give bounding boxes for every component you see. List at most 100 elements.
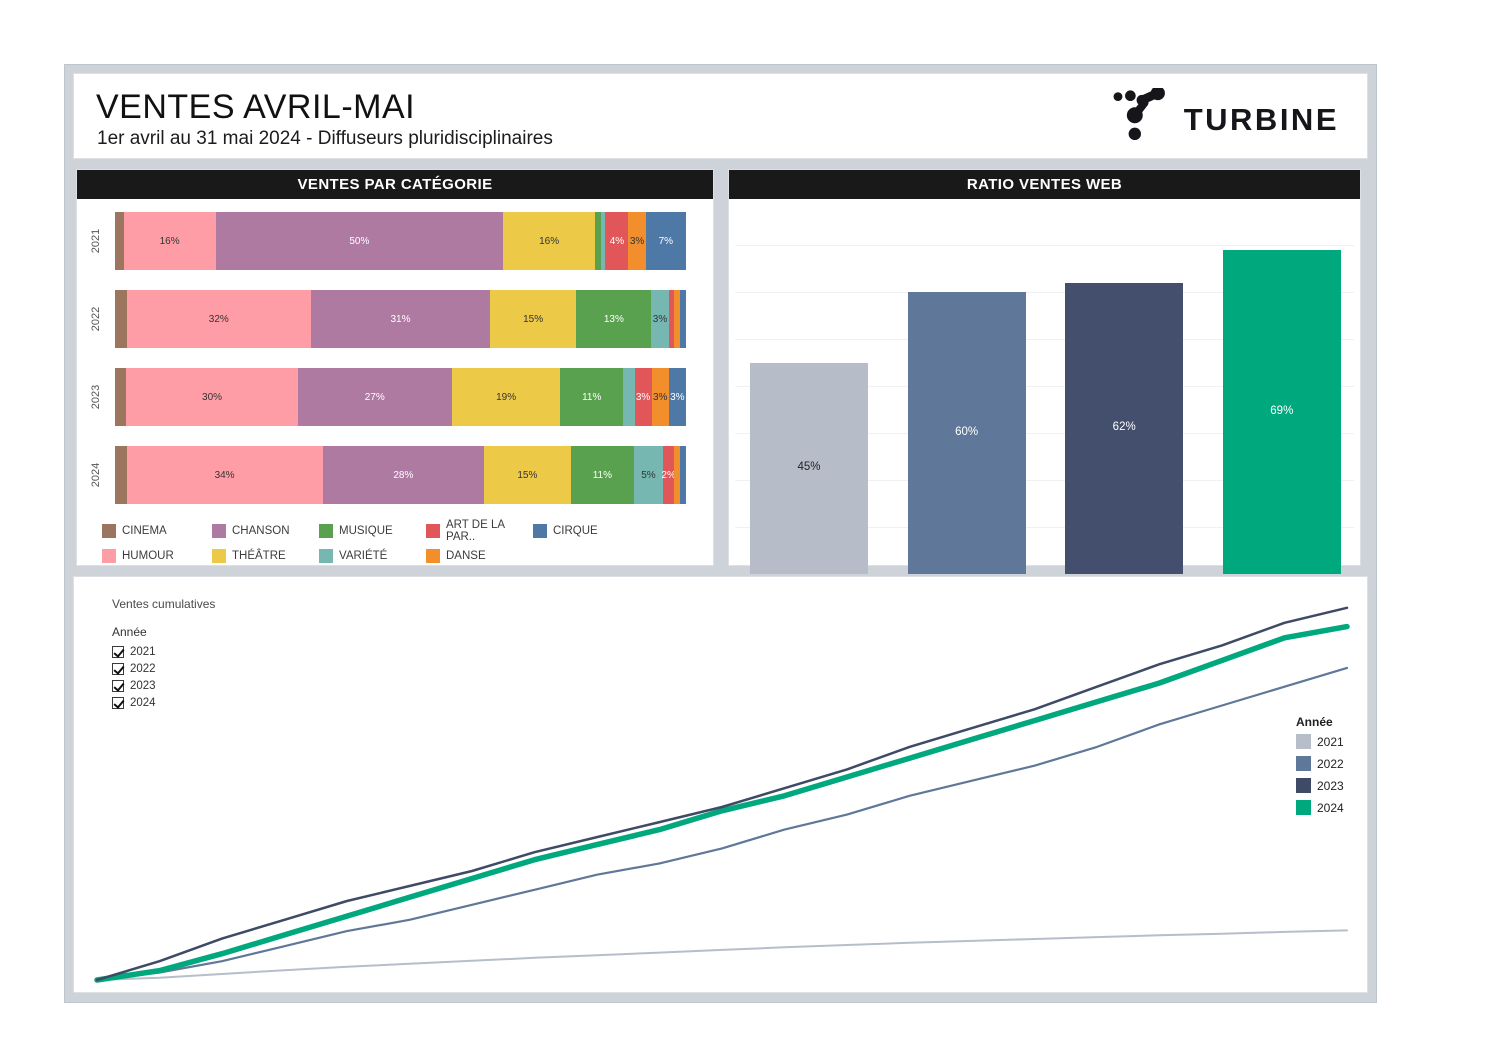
legend-item-musique[interactable]: MUSIQUE xyxy=(319,519,426,543)
segment-art-de-la-par[interactable] xyxy=(668,290,675,348)
legend-label: DANSE xyxy=(446,550,486,562)
segment-chanson[interactable]: 28% xyxy=(322,446,485,504)
legend-item-danse[interactable]: DANSE xyxy=(426,549,533,563)
segment-art-de-la-par[interactable]: 2% xyxy=(661,446,676,504)
legend-row: HUMOUR THÉÂTRE VARIÉTÉ DANSE xyxy=(102,549,640,563)
legend-label: 2023 xyxy=(1317,778,1344,793)
segment-danse[interactable]: 3% xyxy=(651,368,669,426)
year-axis-label: 2023 xyxy=(77,368,115,426)
legend-item-humour[interactable]: HUMOUR xyxy=(102,549,212,563)
year-checkbox-row-2024[interactable]: 2024 xyxy=(112,694,156,711)
line-series-2023[interactable] xyxy=(95,606,1349,982)
segment-value-label: 3% xyxy=(670,391,685,403)
segment-value-label: 13% xyxy=(603,313,624,325)
segment-value-label: 15% xyxy=(523,313,544,325)
segment-danse[interactable]: 3% xyxy=(628,212,646,270)
segment-th-tre[interactable]: 16% xyxy=(503,212,596,270)
segment-art-de-la-par[interactable]: 3% xyxy=(634,368,652,426)
segment-chanson[interactable]: 31% xyxy=(311,290,490,348)
cumulative-chart-title: Ventes cumulatives xyxy=(112,597,216,611)
legend-item-vari-t[interactable]: VARIÉTÉ xyxy=(319,549,426,563)
segment-humour[interactable]: 16% xyxy=(123,212,216,270)
legend-item-cinema[interactable]: CINEMA xyxy=(102,519,212,543)
segment-danse[interactable] xyxy=(674,290,681,348)
segment-vari-t[interactable]: 5% xyxy=(634,446,663,504)
segment-humour[interactable]: 34% xyxy=(126,446,323,504)
chanson-swatch-icon xyxy=(212,524,226,538)
year-checkbox-row-2021[interactable]: 2021 xyxy=(112,643,156,660)
segment-cirque[interactable]: 3% xyxy=(668,368,686,426)
legend-item-2023[interactable]: 2023 xyxy=(1296,778,1344,793)
segment-cinema[interactable] xyxy=(115,446,127,504)
cumulative-legend-title: Année xyxy=(1296,715,1333,729)
legend-row: CINEMA CHANSON MUSIQUE ART DE LA PAR.. CIRQU… xyxy=(102,519,640,543)
year-checkbox-row-2023[interactable]: 2023 xyxy=(112,677,156,694)
cumulative-chart-panel: Ventes cumulatives Année 2021 2022 2023 202… xyxy=(73,576,1368,993)
segment-humour[interactable]: 30% xyxy=(126,368,298,426)
checkbox-checked-icon[interactable] xyxy=(112,645,124,658)
segment-th-tre[interactable]: 19% xyxy=(451,368,561,426)
legend-item-2022[interactable]: 2022 xyxy=(1296,756,1344,771)
segment-musique[interactable] xyxy=(595,212,601,270)
legend-item-2024[interactable]: 2024 xyxy=(1296,800,1344,815)
vari-t-swatch-icon xyxy=(319,549,333,563)
category-row-2023: 2023 30% 27% 19% 11% 3% 3% 3% xyxy=(77,368,713,426)
year-filter-label: Année xyxy=(112,625,147,639)
ratio-bar-2022[interactable]: 60% xyxy=(907,292,1026,574)
stacked-bar-2024: 34% 28% 15% 11% 5% 2% xyxy=(115,446,686,504)
segment-danse[interactable] xyxy=(674,446,681,504)
category-row-2021: 2021 16% 50% 16% 4% 3% 7% xyxy=(77,212,713,270)
ratio-bar-2024[interactable]: 69% xyxy=(1222,249,1341,574)
checkbox-checked-icon[interactable] xyxy=(112,662,124,675)
segment-chanson[interactable]: 50% xyxy=(215,212,504,270)
category-chart-title: VENTES PAR CATÉGORIE xyxy=(77,170,713,199)
legend-label: MUSIQUE xyxy=(339,525,393,537)
ratio-value-label: 69% xyxy=(1270,404,1294,417)
segment-vari-t[interactable] xyxy=(623,368,635,426)
segment-cirque[interactable] xyxy=(680,446,686,504)
checkbox-checked-icon[interactable] xyxy=(112,696,124,709)
legend-item-th-tre[interactable]: THÉÂTRE xyxy=(212,549,319,563)
legend-label: 2021 xyxy=(1317,734,1344,749)
line-series-2024[interactable] xyxy=(94,623,1350,983)
musique-swatch-icon xyxy=(319,524,333,538)
segment-value-label: 7% xyxy=(658,235,674,247)
ratio-value-label: 45% xyxy=(797,461,821,474)
category-rows: 2021 16% 50% 16% 4% 3% 7% 2022 32% 31% 15% 13% 3% 202… xyxy=(77,212,713,524)
segment-cirque[interactable] xyxy=(680,290,686,348)
segment-musique[interactable]: 11% xyxy=(570,446,635,504)
segment-cirque[interactable]: 7% xyxy=(645,212,686,270)
segment-vari-t[interactable]: 3% xyxy=(651,290,669,348)
checkbox-checked-icon[interactable] xyxy=(112,679,124,692)
segment-value-label: 31% xyxy=(390,313,411,325)
cumulative-legend: Année 2021 2022 2023 2024 xyxy=(1296,715,1344,822)
stacked-bar-2023: 30% 27% 19% 11% 3% 3% 3% xyxy=(115,368,686,426)
gridline xyxy=(735,433,1354,434)
year-checkbox-row-2022[interactable]: 2022 xyxy=(112,660,156,677)
line-series-2021[interactable] xyxy=(96,929,1348,981)
ratio-bar-2023[interactable]: 62% xyxy=(1065,282,1184,574)
segment-chanson[interactable]: 27% xyxy=(297,368,452,426)
segment-cinema[interactable] xyxy=(115,212,124,270)
segment-cinema[interactable] xyxy=(115,290,127,348)
legend-item-2021[interactable]: 2021 xyxy=(1296,734,1344,749)
legend-item-chanson[interactable]: CHANSON xyxy=(212,519,319,543)
legend-item-art-de-la-par[interactable]: ART DE LA PAR.. xyxy=(426,519,533,543)
legend-label: ART DE LA PAR.. xyxy=(446,519,505,543)
segment-vari-t[interactable] xyxy=(600,212,606,270)
cumulative-legend-items: 2021 2022 2023 2024 xyxy=(1296,734,1344,815)
segment-th-tre[interactable]: 15% xyxy=(484,446,571,504)
ratio-bar-2021[interactable]: 45% xyxy=(750,362,868,574)
legend-item-cirque[interactable]: CIRQUE xyxy=(533,519,640,543)
line-series-2022[interactable] xyxy=(95,666,1349,982)
2022-swatch-icon xyxy=(1296,756,1311,771)
segment-musique[interactable]: 13% xyxy=(576,290,652,348)
segment-musique[interactable]: 11% xyxy=(560,368,624,426)
humour-swatch-icon xyxy=(102,549,116,563)
segment-humour[interactable]: 32% xyxy=(126,290,312,348)
segment-value-label: 2% xyxy=(661,469,676,481)
turbine-logo-icon xyxy=(1110,86,1172,151)
segment-cinema[interactable] xyxy=(115,368,127,426)
segment-th-tre[interactable]: 15% xyxy=(489,290,577,348)
segment-art-de-la-par[interactable]: 4% xyxy=(605,212,629,270)
